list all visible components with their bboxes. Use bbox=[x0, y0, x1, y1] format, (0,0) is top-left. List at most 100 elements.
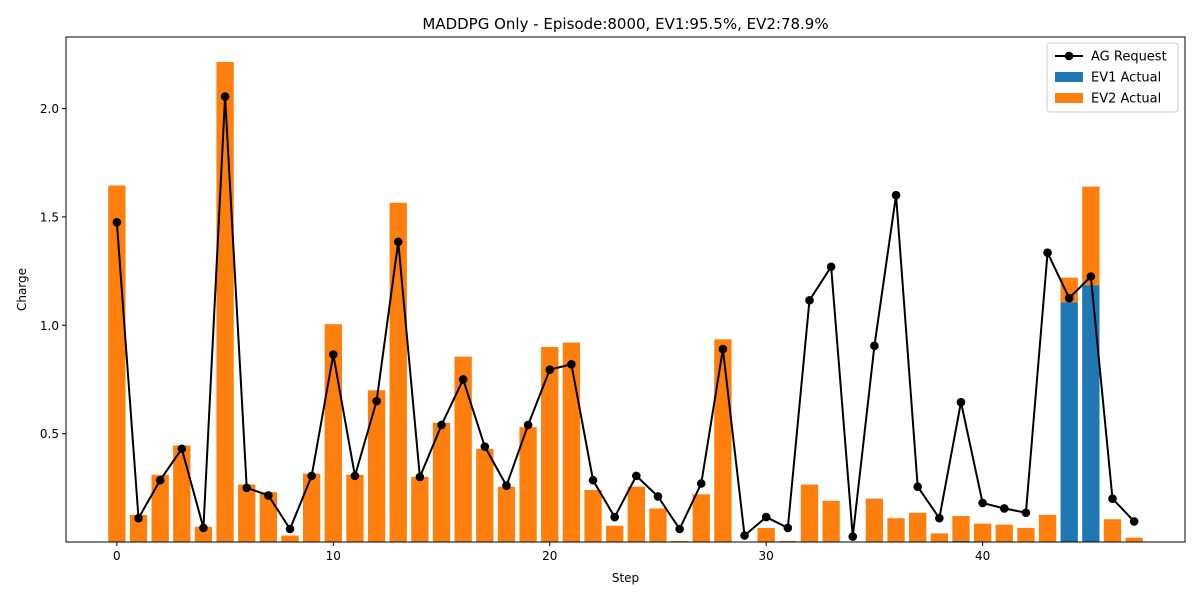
ev2-bar bbox=[454, 356, 472, 542]
ev2-bar bbox=[1017, 527, 1035, 542]
ev2-bar bbox=[497, 486, 516, 542]
ev2-bar bbox=[411, 476, 429, 542]
ev2-bar bbox=[865, 498, 884, 542]
x-tick-label: 20 bbox=[542, 549, 557, 563]
legend: AG Request EV1 Actual EV2 Actual bbox=[1046, 42, 1179, 113]
ev2-bar bbox=[1060, 277, 1078, 303]
ev2-bar bbox=[952, 515, 970, 541]
ev2-bar bbox=[1082, 186, 1100, 286]
bars-layer bbox=[108, 61, 1143, 542]
ev2-bar bbox=[346, 474, 364, 542]
ag-request-point bbox=[1021, 508, 1031, 518]
ev2-bar bbox=[476, 448, 494, 542]
ag-request-point bbox=[891, 190, 901, 200]
ag-request-point bbox=[653, 492, 663, 501]
ag-request-point bbox=[545, 365, 555, 374]
ag-request-point bbox=[134, 513, 143, 523]
ev2-bar bbox=[432, 422, 451, 542]
legend-label: EV1 Actual bbox=[1091, 71, 1161, 86]
ag-request-point bbox=[523, 420, 533, 430]
ag-request-point bbox=[740, 531, 749, 540]
ag-request-point bbox=[999, 504, 1009, 513]
ag-request-point bbox=[199, 523, 208, 533]
ag-request-point bbox=[242, 483, 252, 493]
ag-request-point bbox=[307, 471, 316, 481]
ev2-bar bbox=[367, 390, 386, 542]
ev2-bar bbox=[519, 427, 537, 542]
ev2-bar bbox=[1103, 519, 1122, 542]
ev2-bar bbox=[151, 474, 169, 542]
ag-request-point bbox=[696, 479, 706, 488]
y-tick-label: 1.5 bbox=[40, 210, 59, 224]
ag-request-point bbox=[870, 341, 879, 351]
ag-request-point bbox=[220, 92, 230, 101]
chart-title: MADDPG Only - Episode:8000, EV1:95.5%, E… bbox=[422, 15, 828, 33]
x-axis: 0 10 20 30 40 bbox=[113, 542, 990, 563]
ev2-bar bbox=[216, 61, 234, 542]
ag-request-point bbox=[675, 524, 684, 534]
ev2-bar bbox=[995, 524, 1013, 542]
ag-request-point bbox=[350, 471, 360, 481]
ev2-bar bbox=[303, 473, 321, 542]
ev2-bar bbox=[129, 514, 148, 542]
y-axis-label: Charge bbox=[15, 268, 29, 311]
ev1-bar bbox=[952, 540, 970, 542]
ag-request-point bbox=[588, 475, 598, 485]
ag-request-point bbox=[329, 350, 338, 359]
ag-request-point bbox=[1129, 517, 1139, 526]
ev2-bar bbox=[259, 492, 278, 542]
ag-request-point bbox=[913, 482, 922, 492]
y-tick-label: 1.0 bbox=[40, 319, 59, 333]
y-tick-label: 2.0 bbox=[40, 102, 59, 116]
ev2-bar bbox=[173, 445, 191, 542]
ag-request-point bbox=[956, 397, 966, 407]
x-tick-label: 10 bbox=[326, 549, 341, 563]
y-axis: 0.5 1.0 1.5 2.0 bbox=[40, 102, 66, 441]
ev2-bar bbox=[670, 540, 689, 542]
ev2-bar bbox=[1125, 537, 1143, 542]
ag-request-point bbox=[718, 344, 728, 354]
ev2-bar bbox=[194, 526, 213, 542]
ev2-bar bbox=[389, 202, 407, 542]
x-tick-label: 0 bbox=[113, 549, 121, 563]
ag-request-line bbox=[115, 95, 1135, 538]
ag-request-point bbox=[805, 296, 814, 305]
legend-label: AG Request bbox=[1091, 50, 1167, 65]
ag-request-point bbox=[458, 375, 468, 384]
ev2-bar bbox=[973, 523, 992, 542]
ag-request-point bbox=[978, 498, 987, 508]
ev2-bar bbox=[822, 500, 840, 542]
legend-marker bbox=[1064, 51, 1074, 61]
ag-request-point bbox=[112, 218, 122, 227]
ag-request-point bbox=[761, 512, 771, 522]
ag-request-point bbox=[372, 396, 381, 406]
ag-request-point bbox=[935, 513, 944, 523]
ev2-bar bbox=[281, 535, 299, 542]
x-tick-label: 30 bbox=[759, 549, 774, 563]
ag-request-point bbox=[393, 237, 403, 247]
ag-request-point bbox=[610, 512, 619, 522]
ag-request-point bbox=[155, 475, 165, 485]
ag-request-point bbox=[783, 523, 793, 533]
ev2-bar bbox=[692, 494, 710, 542]
ev2-bar bbox=[627, 486, 645, 542]
ag-request-point bbox=[1043, 248, 1052, 257]
ev2-bar bbox=[714, 339, 732, 542]
ag-request-point bbox=[415, 472, 425, 482]
ev2-bar bbox=[541, 346, 559, 542]
y-tick-label: 0.5 bbox=[40, 427, 59, 441]
ag-request-point bbox=[437, 420, 446, 430]
ev2-bar bbox=[779, 540, 797, 542]
x-axis-label: Step bbox=[612, 571, 639, 585]
legend-label: EV2 Actual bbox=[1091, 92, 1161, 107]
ag-request-point bbox=[177, 444, 187, 454]
ev2-bar bbox=[238, 484, 256, 542]
ev2-bar bbox=[887, 518, 905, 542]
ev1-bar bbox=[1082, 285, 1100, 542]
ag-request-point bbox=[502, 481, 511, 490]
plot-frame bbox=[65, 36, 1186, 543]
ev2-bar bbox=[649, 508, 667, 542]
ag-request-point bbox=[1064, 293, 1074, 303]
ag-request-point bbox=[848, 532, 858, 541]
